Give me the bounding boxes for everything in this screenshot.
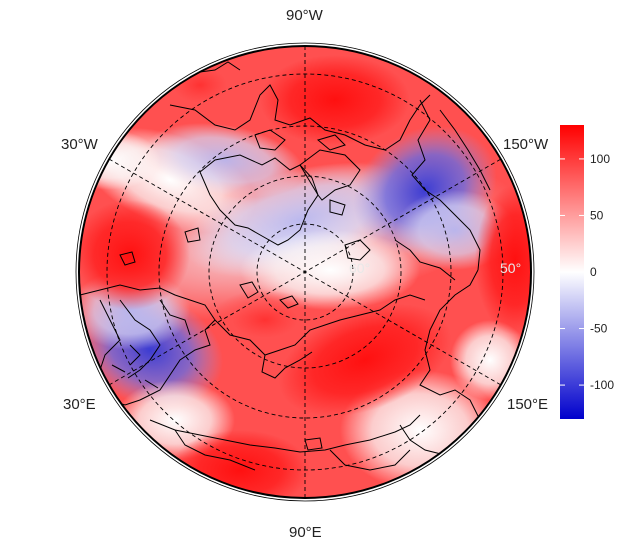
europe-coast <box>79 284 216 406</box>
colorbar-tick-label: -100 <box>590 378 614 392</box>
lon-label-30e: 30°E <box>63 396 96 413</box>
lon-label-90w: 90°W <box>286 7 323 24</box>
meridian-30e-150w <box>108 158 502 386</box>
coastlines <box>79 59 491 471</box>
siberia-coast <box>419 269 481 421</box>
anomaly-field <box>79 46 531 498</box>
lon-label-150e: 150°E <box>507 396 549 413</box>
russia-north-coast <box>214 294 426 356</box>
colorbar-tick-label: -50 <box>590 322 608 336</box>
arctic-archipelago <box>254 129 361 216</box>
lon-label-150w: 150°W <box>503 136 549 153</box>
colorbar-tick-label: 50 <box>590 208 604 222</box>
colorbar-ticks: 100 50 0 -50 -100 <box>560 152 614 392</box>
colorbar: 100 50 0 -50 -100 <box>560 125 614 419</box>
lat-label-inner: 60° <box>349 260 370 276</box>
alaska-coast <box>411 99 481 271</box>
greenland-outline <box>199 154 319 246</box>
north-america-coast <box>169 84 431 151</box>
asia-borders <box>149 414 421 453</box>
lon-label-30w: 30°W <box>61 136 98 153</box>
colorbar-tick-label: 100 <box>590 152 610 166</box>
lon-label-90e: 90°E <box>289 524 322 541</box>
map-border <box>78 45 532 499</box>
lat-label-outer: 50° <box>500 260 521 276</box>
colorbar-tick-label: 0 <box>590 265 597 279</box>
graticule <box>106 46 504 498</box>
